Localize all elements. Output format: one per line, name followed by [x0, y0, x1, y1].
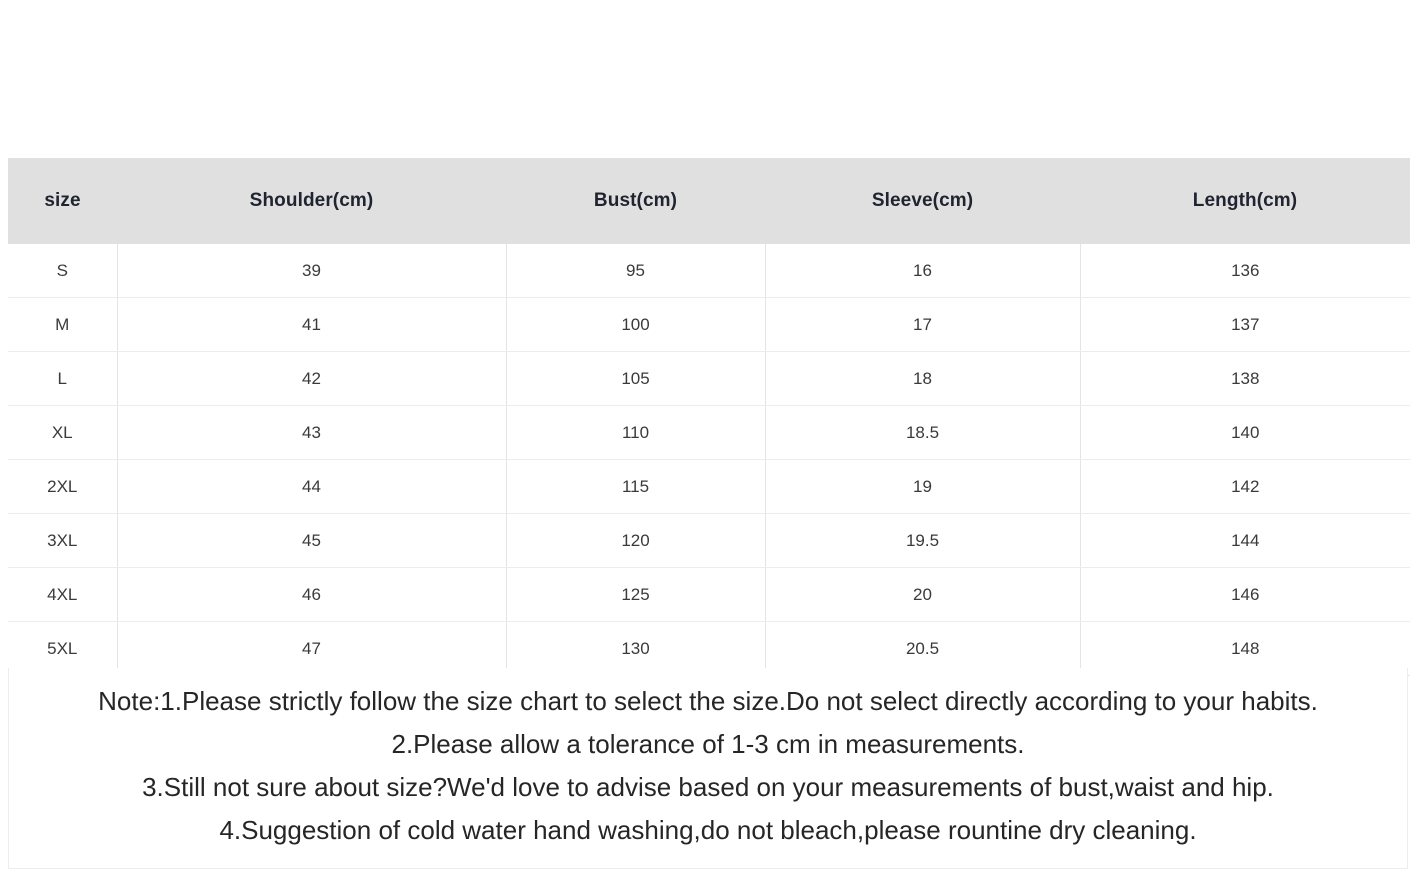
cell-size: L — [8, 351, 118, 406]
cell-size: S — [8, 244, 118, 298]
cell-length: 136 — [1080, 244, 1410, 298]
cell-shoulder: 42 — [117, 351, 507, 406]
cell-shoulder: 47 — [117, 621, 507, 676]
table-header-row: size Shoulder(cm) Bust(cm) Sleeve(cm) Le… — [8, 158, 1410, 244]
size-chart-notes: Note:1.Please strictly follow the size c… — [8, 668, 1408, 869]
cell-sleeve: 17 — [765, 297, 1081, 352]
table-row: 2XL 44 115 19 142 — [8, 459, 1410, 514]
cell-bust: 115 — [506, 459, 766, 514]
cell-bust: 125 — [506, 567, 766, 622]
cell-sleeve: 18.5 — [765, 405, 1081, 460]
table-row: 3XL 45 120 19.5 144 — [8, 513, 1410, 568]
cell-length: 140 — [1080, 405, 1410, 460]
table-body: S 39 95 16 136 M 41 100 17 137 L 42 105 — [8, 244, 1410, 676]
cell-length: 137 — [1080, 297, 1410, 352]
note-line-3: 3.Still not sure about size?We'd love to… — [142, 772, 1274, 802]
cell-shoulder: 43 — [117, 405, 507, 460]
cell-bust: 100 — [506, 297, 766, 352]
cell-length: 148 — [1080, 621, 1410, 676]
cell-size: 5XL — [8, 621, 118, 676]
column-header-length: Length(cm) — [1080, 158, 1410, 244]
cell-bust: 110 — [506, 405, 766, 460]
column-header-shoulder: Shoulder(cm) — [117, 158, 506, 244]
cell-sleeve: 19 — [765, 459, 1081, 514]
cell-sleeve: 20 — [765, 567, 1081, 622]
table-row: 4XL 46 125 20 146 — [8, 567, 1410, 622]
note-line-1: Note:1.Please strictly follow the size c… — [98, 686, 1318, 716]
cell-size: M — [8, 297, 118, 352]
cell-sleeve: 19.5 — [765, 513, 1081, 568]
cell-shoulder: 41 — [117, 297, 507, 352]
column-header-size: size — [8, 158, 117, 244]
cell-bust: 120 — [506, 513, 766, 568]
size-chart-table: size Shoulder(cm) Bust(cm) Sleeve(cm) Le… — [8, 158, 1410, 676]
cell-bust: 95 — [506, 244, 766, 298]
note-line-2: 2.Please allow a tolerance of 1-3 cm in … — [391, 729, 1025, 759]
column-header-sleeve: Sleeve(cm) — [765, 158, 1080, 244]
table-row: S 39 95 16 136 — [8, 244, 1410, 298]
cell-size: XL — [8, 405, 118, 460]
cell-size: 4XL — [8, 567, 118, 622]
cell-sleeve: 16 — [765, 244, 1081, 298]
cell-shoulder: 45 — [117, 513, 507, 568]
table-row: L 42 105 18 138 — [8, 351, 1410, 406]
cell-shoulder: 46 — [117, 567, 507, 622]
cell-shoulder: 44 — [117, 459, 507, 514]
table-row: XL 43 110 18.5 140 — [8, 405, 1410, 460]
size-chart-block: size Shoulder(cm) Bust(cm) Sleeve(cm) Le… — [8, 158, 1410, 676]
cell-size: 2XL — [8, 459, 118, 514]
table-row: 5XL 47 130 20.5 148 — [8, 621, 1410, 676]
cell-length: 138 — [1080, 351, 1410, 406]
cell-length: 144 — [1080, 513, 1410, 568]
cell-length: 146 — [1080, 567, 1410, 622]
table-row: M 41 100 17 137 — [8, 297, 1410, 352]
cell-size: 3XL — [8, 513, 118, 568]
column-header-bust: Bust(cm) — [506, 158, 765, 244]
cell-shoulder: 39 — [117, 244, 507, 298]
table-header: size Shoulder(cm) Bust(cm) Sleeve(cm) Le… — [8, 158, 1410, 244]
cell-bust: 130 — [506, 621, 766, 676]
cell-sleeve: 18 — [765, 351, 1081, 406]
cell-sleeve: 20.5 — [765, 621, 1081, 676]
cell-length: 142 — [1080, 459, 1410, 514]
note-line-4: 4.Suggestion of cold water hand washing,… — [219, 815, 1197, 845]
cell-bust: 105 — [506, 351, 766, 406]
